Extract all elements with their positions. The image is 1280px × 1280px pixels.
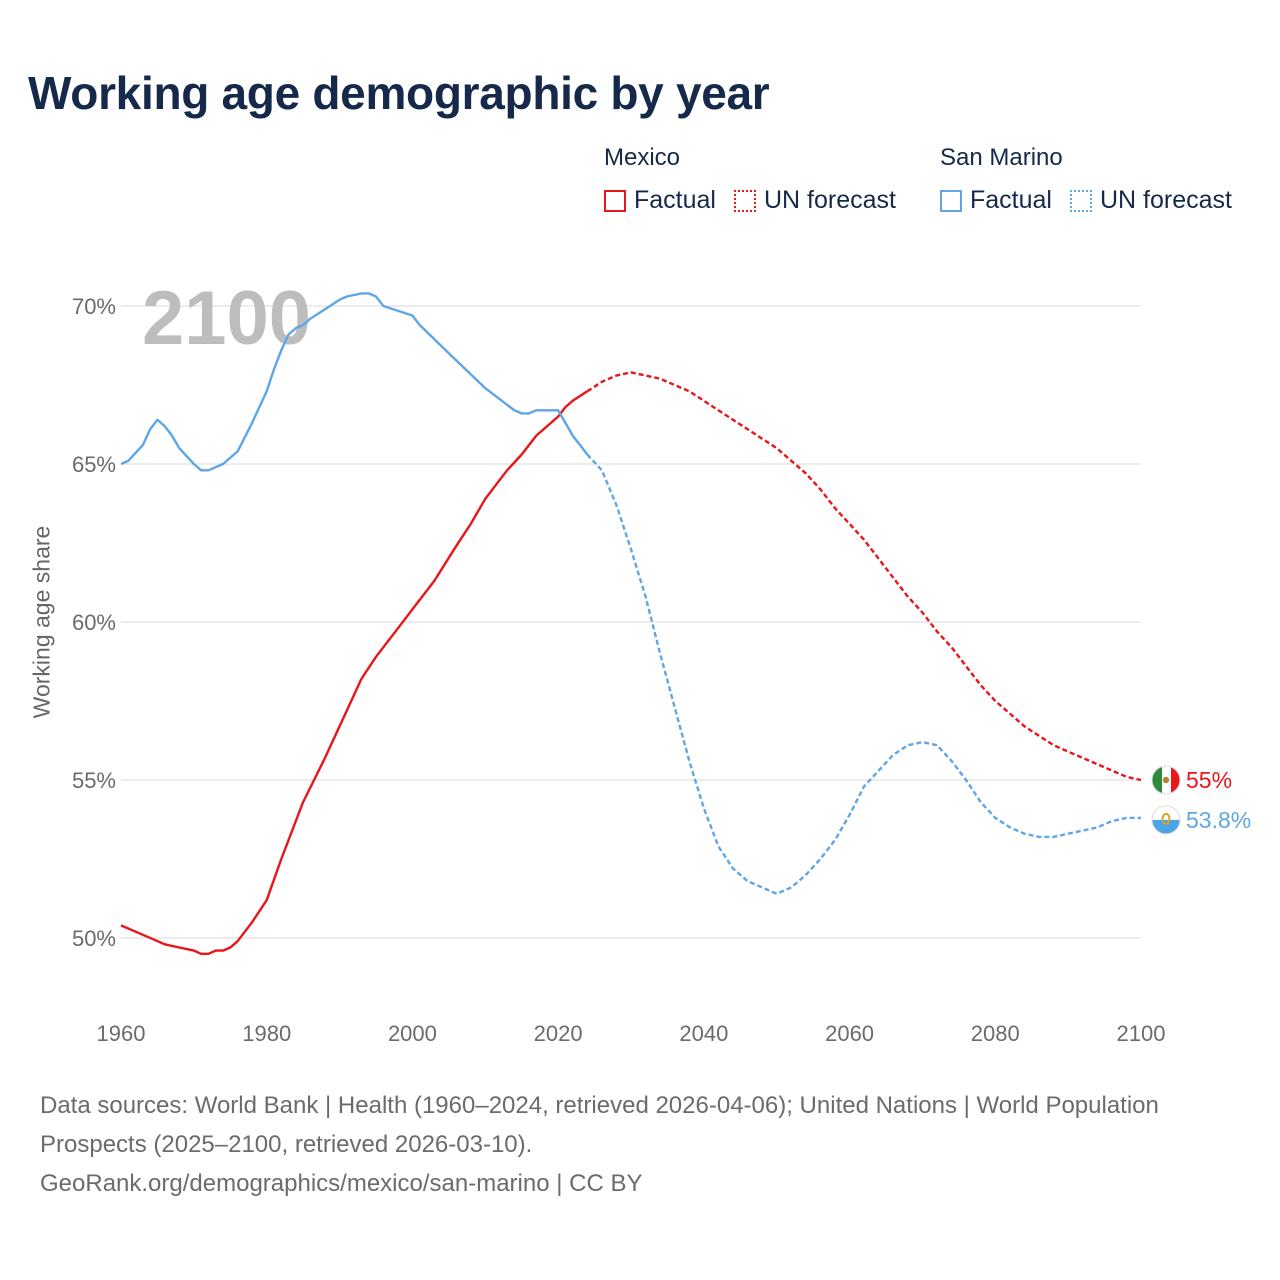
series-line-san-marino-factual[interactable] <box>120 292 589 472</box>
y-tick-label: 60% <box>72 610 116 635</box>
legend-swatch-dotted-icon <box>1069 189 1092 212</box>
x-tick-label: 1960 <box>97 1021 146 1046</box>
san-marino-flag-icon <box>1151 805 1181 835</box>
source-link[interactable]: GeoRank.org/demographics/mexico/san-mari… <box>40 1170 643 1197</box>
x-tick-label: 2040 <box>679 1021 728 1046</box>
legend-swatch-dotted-icon <box>733 189 756 212</box>
legend-label: Factual <box>634 186 716 214</box>
mexico-flag-icon <box>1151 765 1181 795</box>
y-tick-label: 70% <box>72 294 116 319</box>
y-tick-label: 55% <box>72 768 116 793</box>
end-value-label: 55% <box>1186 767 1232 793</box>
x-tick-label: 2020 <box>534 1021 583 1046</box>
x-tick-label: 2060 <box>825 1021 874 1046</box>
footer: Data sources: World Bank | Health (1960–… <box>40 1086 1240 1203</box>
legend-group-name: Mexico <box>604 144 681 171</box>
legend-item-mexico-factual[interactable]: Factual <box>604 186 716 215</box>
legend-swatch-solid-icon <box>940 189 962 212</box>
chart-title: Working age demographic by year <box>28 67 770 119</box>
legend-label: UN forecast <box>1099 186 1232 214</box>
series-line-mexico-forecast[interactable] <box>586 371 1142 782</box>
x-tick-label: 2100 <box>1117 1021 1166 1046</box>
legend-group-san-marino: San Marino Factual UN forecast <box>940 144 1232 215</box>
legend-swatch-solid-icon <box>604 189 626 212</box>
x-tick-label: 2080 <box>971 1021 1020 1046</box>
legend-group-name: San Marino <box>940 144 1063 171</box>
legend-group-mexico: Mexico Factual UN forecast <box>604 144 914 215</box>
legend-item-mexico-forecast[interactable]: UN forecast <box>733 186 896 215</box>
x-tick-label: 2000 <box>388 1021 437 1046</box>
end-value-label: 53.8% <box>1186 807 1251 833</box>
legend-label: UN forecast <box>763 186 896 214</box>
legend-item-san-marino-forecast[interactable]: UN forecast <box>1069 186 1232 215</box>
legend-item-san-marino-factual[interactable]: Factual <box>940 186 1052 215</box>
current-year-label: 2100 <box>142 276 311 361</box>
data-sources-text: Data sources: World Bank | Health (1960–… <box>40 1092 1159 1158</box>
line-chart: 50% 55% 60% 65% 70% 1960 1980 2000 2020 2040 2060 2… <box>72 276 1251 1046</box>
series-line-mexico-factual[interactable] <box>120 390 588 955</box>
legend-label: Factual <box>970 186 1052 214</box>
y-tick-label: 65% <box>72 452 116 477</box>
y-tick-label: 50% <box>72 926 116 951</box>
x-tick-label: 1980 <box>242 1021 291 1046</box>
series-line-san-marino-forecast[interactable] <box>586 453 1141 896</box>
